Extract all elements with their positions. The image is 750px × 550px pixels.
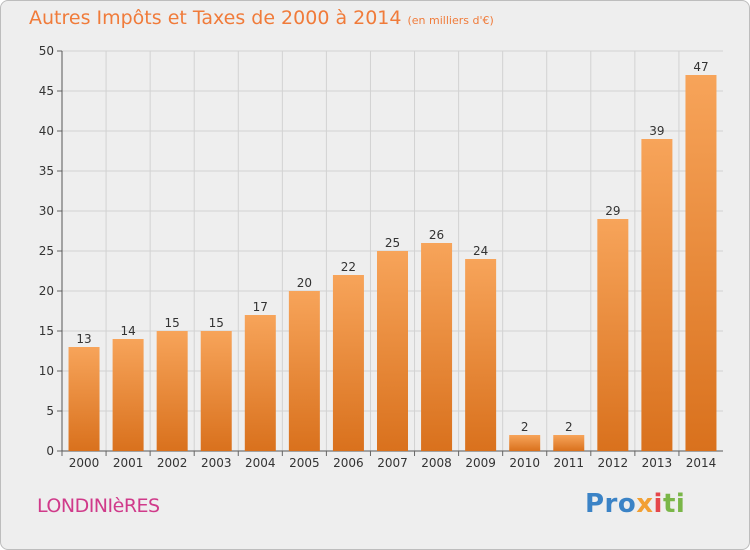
y-tick-label: 45 (39, 84, 54, 98)
y-tick-label: 35 (39, 164, 54, 178)
data-label: 2 (521, 420, 529, 434)
data-label: 13 (76, 332, 91, 346)
data-label: 26 (429, 228, 444, 242)
data-label: 29 (605, 204, 620, 218)
bar (332, 275, 364, 451)
x-tick-label: 2005 (289, 456, 320, 470)
location-name: LONDINIèRES (37, 495, 160, 517)
data-label: 15 (209, 316, 224, 330)
x-tick-label: 2004 (245, 456, 276, 470)
data-label: 39 (649, 124, 664, 138)
y-tick-label: 50 (39, 44, 54, 58)
data-label: 15 (165, 316, 180, 330)
bar (685, 75, 717, 451)
x-tick-label: 2012 (598, 456, 629, 470)
x-tick-label: 2013 (642, 456, 673, 470)
bar (377, 251, 408, 451)
x-tick-label: 2010 (509, 456, 540, 470)
bar (465, 259, 497, 451)
axes: 0 5 10 15 20 25 30 35 40 45 50 2000 2001 2002 2003 2004… (39, 44, 723, 470)
x-tick-label: 2000 (69, 456, 100, 470)
y-tick-label: 0 (46, 444, 54, 458)
data-label: 25 (385, 236, 400, 250)
y-tick-label: 20 (39, 284, 54, 298)
bar (597, 219, 629, 451)
x-tick-label: 2014 (686, 456, 717, 470)
y-tick-label: 10 (39, 364, 54, 378)
bar (509, 435, 541, 451)
data-label: 47 (693, 60, 708, 74)
data-label: 14 (120, 324, 135, 338)
x-tick-label: 2011 (553, 456, 584, 470)
y-tick-label: 30 (39, 204, 54, 218)
data-label: 2 (565, 420, 573, 434)
data-label: 24 (473, 244, 488, 258)
x-tick-label: 2002 (157, 456, 188, 470)
logo-part-1: Pro (585, 489, 637, 519)
bar (553, 435, 585, 451)
data-label: 17 (253, 300, 268, 314)
bar (112, 339, 144, 451)
logo-part-4: ti (662, 489, 686, 519)
logo-part-2: x (636, 489, 654, 519)
bar (200, 331, 232, 451)
bars (68, 75, 717, 451)
bar (68, 347, 100, 451)
bar (244, 315, 276, 451)
x-tick-label: 2006 (333, 456, 364, 470)
chart-title-main: Autres Impôts et Taxes de 2000 à 2014 (29, 7, 402, 29)
x-tick-label: 2009 (465, 456, 496, 470)
data-label: 22 (341, 260, 356, 274)
bar (288, 291, 320, 451)
data-label: 20 (297, 276, 312, 290)
x-tick-label: 2001 (113, 456, 144, 470)
bar (421, 243, 453, 451)
y-tick-label: 5 (46, 404, 54, 418)
y-tick-label: 40 (39, 124, 54, 138)
bar (156, 331, 188, 451)
y-tick-label: 25 (39, 244, 54, 258)
x-tick-label: 2008 (421, 456, 452, 470)
bar (641, 139, 673, 451)
y-tick-label: 15 (39, 324, 54, 338)
chart-subtitle: (en milliers d'€) (407, 14, 494, 27)
x-tick-label: 2003 (201, 456, 232, 470)
proxiti-logo[interactable]: Proxiti (585, 489, 685, 519)
x-tick-label: 2007 (377, 456, 408, 470)
logo-part-3: i (653, 489, 663, 519)
chart-title: Autres Impôts et Taxes de 2000 à 2014 (en… (29, 7, 494, 29)
